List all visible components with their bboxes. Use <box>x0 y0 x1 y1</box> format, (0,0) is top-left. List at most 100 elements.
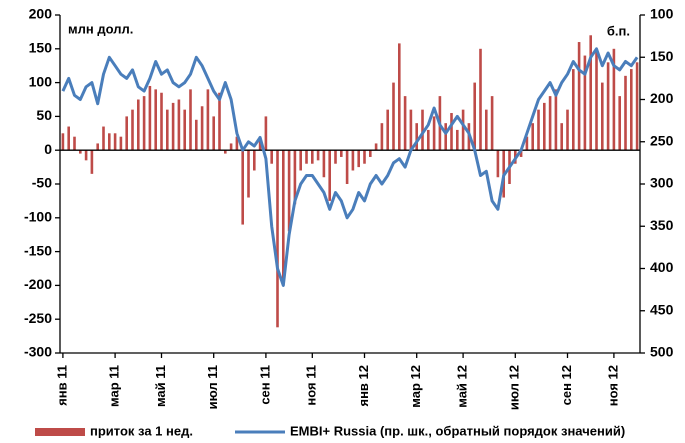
bar <box>421 109 424 151</box>
bar <box>270 150 273 164</box>
bar <box>212 116 215 151</box>
bar <box>479 48 482 151</box>
bar <box>166 109 169 151</box>
legend-label: EMBI+ Russia (пр. шк., обратный порядок … <box>290 423 625 438</box>
bar <box>589 35 592 151</box>
x-tick-label: май 11 <box>153 365 168 407</box>
y2-tick-label: 350 <box>650 217 674 233</box>
bar <box>293 150 297 205</box>
bar <box>490 96 494 151</box>
bar <box>200 106 204 151</box>
bar <box>235 136 239 151</box>
bar <box>311 150 314 164</box>
bar <box>73 136 76 151</box>
y2-tick-label: 100 <box>650 6 674 22</box>
bar <box>189 89 192 151</box>
bar <box>595 48 598 151</box>
line <box>61 47 639 287</box>
bar <box>444 123 447 151</box>
y2-tick-label: 500 <box>650 344 674 360</box>
x-tick-label: янв 11 <box>54 365 69 406</box>
x-tick-label: мар 11 <box>107 365 122 407</box>
bar <box>316 150 320 161</box>
bar <box>218 92 221 151</box>
y-tick-label: -100 <box>24 209 52 225</box>
bar <box>560 123 563 151</box>
bar <box>322 150 326 178</box>
bar <box>392 82 395 151</box>
bar <box>119 136 123 151</box>
x-tick-label: июл 12 <box>507 365 522 410</box>
bar <box>90 150 94 174</box>
bar <box>635 62 639 151</box>
y-tick-label: -200 <box>24 276 52 292</box>
bar <box>177 99 181 151</box>
bar <box>380 123 384 151</box>
bar <box>79 150 82 154</box>
x-tick-label: сен 11 <box>257 365 272 405</box>
bar <box>548 96 552 151</box>
x-tick-label: ноя 12 <box>605 365 620 406</box>
bar <box>340 150 343 157</box>
bar <box>61 133 65 151</box>
bar <box>456 129 459 151</box>
bar <box>345 150 349 184</box>
bar <box>334 150 337 164</box>
bar <box>276 150 279 328</box>
bar <box>374 143 378 151</box>
y-tick-label: -150 <box>24 242 52 258</box>
bar <box>113 133 117 151</box>
y-tick-label: 50 <box>36 107 52 123</box>
bar <box>305 150 308 164</box>
y2-tick-label: 400 <box>650 259 674 275</box>
bar <box>102 126 105 151</box>
bar <box>624 75 627 151</box>
bar <box>630 69 633 151</box>
bar <box>253 150 256 171</box>
y-tick-label: 150 <box>29 40 53 56</box>
bar <box>142 96 146 151</box>
bar <box>299 150 302 171</box>
y2-tick-label: 450 <box>650 301 674 317</box>
bar <box>84 150 88 161</box>
bar <box>403 96 407 151</box>
bar <box>154 89 157 151</box>
unit-label: млн долл. <box>68 21 133 36</box>
bar <box>577 42 581 151</box>
bar <box>351 150 355 171</box>
bar <box>282 150 285 286</box>
bar <box>369 150 372 157</box>
bar <box>543 102 546 151</box>
bar <box>171 102 175 151</box>
bar <box>363 150 366 164</box>
bar <box>572 69 575 151</box>
bar <box>195 119 198 151</box>
x-tick-label: май 12 <box>455 365 470 408</box>
bar <box>241 150 244 225</box>
bar <box>537 109 540 151</box>
bar <box>137 99 140 151</box>
bar <box>415 123 418 151</box>
bar <box>583 55 587 151</box>
x-tick-label: ноя 11 <box>304 365 319 406</box>
bar <box>432 116 436 151</box>
bar <box>606 62 610 151</box>
bar <box>287 150 291 232</box>
bar <box>264 116 268 151</box>
bar <box>108 133 111 151</box>
bar <box>531 123 534 151</box>
bar <box>473 82 476 151</box>
y2-tick-label: 200 <box>650 90 674 106</box>
legend-swatch <box>35 428 85 436</box>
bar <box>519 150 523 157</box>
bar <box>328 150 331 201</box>
bar <box>224 150 227 154</box>
bar <box>131 109 134 151</box>
bar <box>461 109 465 151</box>
bar <box>525 136 529 151</box>
bar <box>125 116 128 151</box>
bar <box>612 48 616 151</box>
y2-tick-label: 150 <box>650 48 674 64</box>
bar <box>409 109 413 151</box>
